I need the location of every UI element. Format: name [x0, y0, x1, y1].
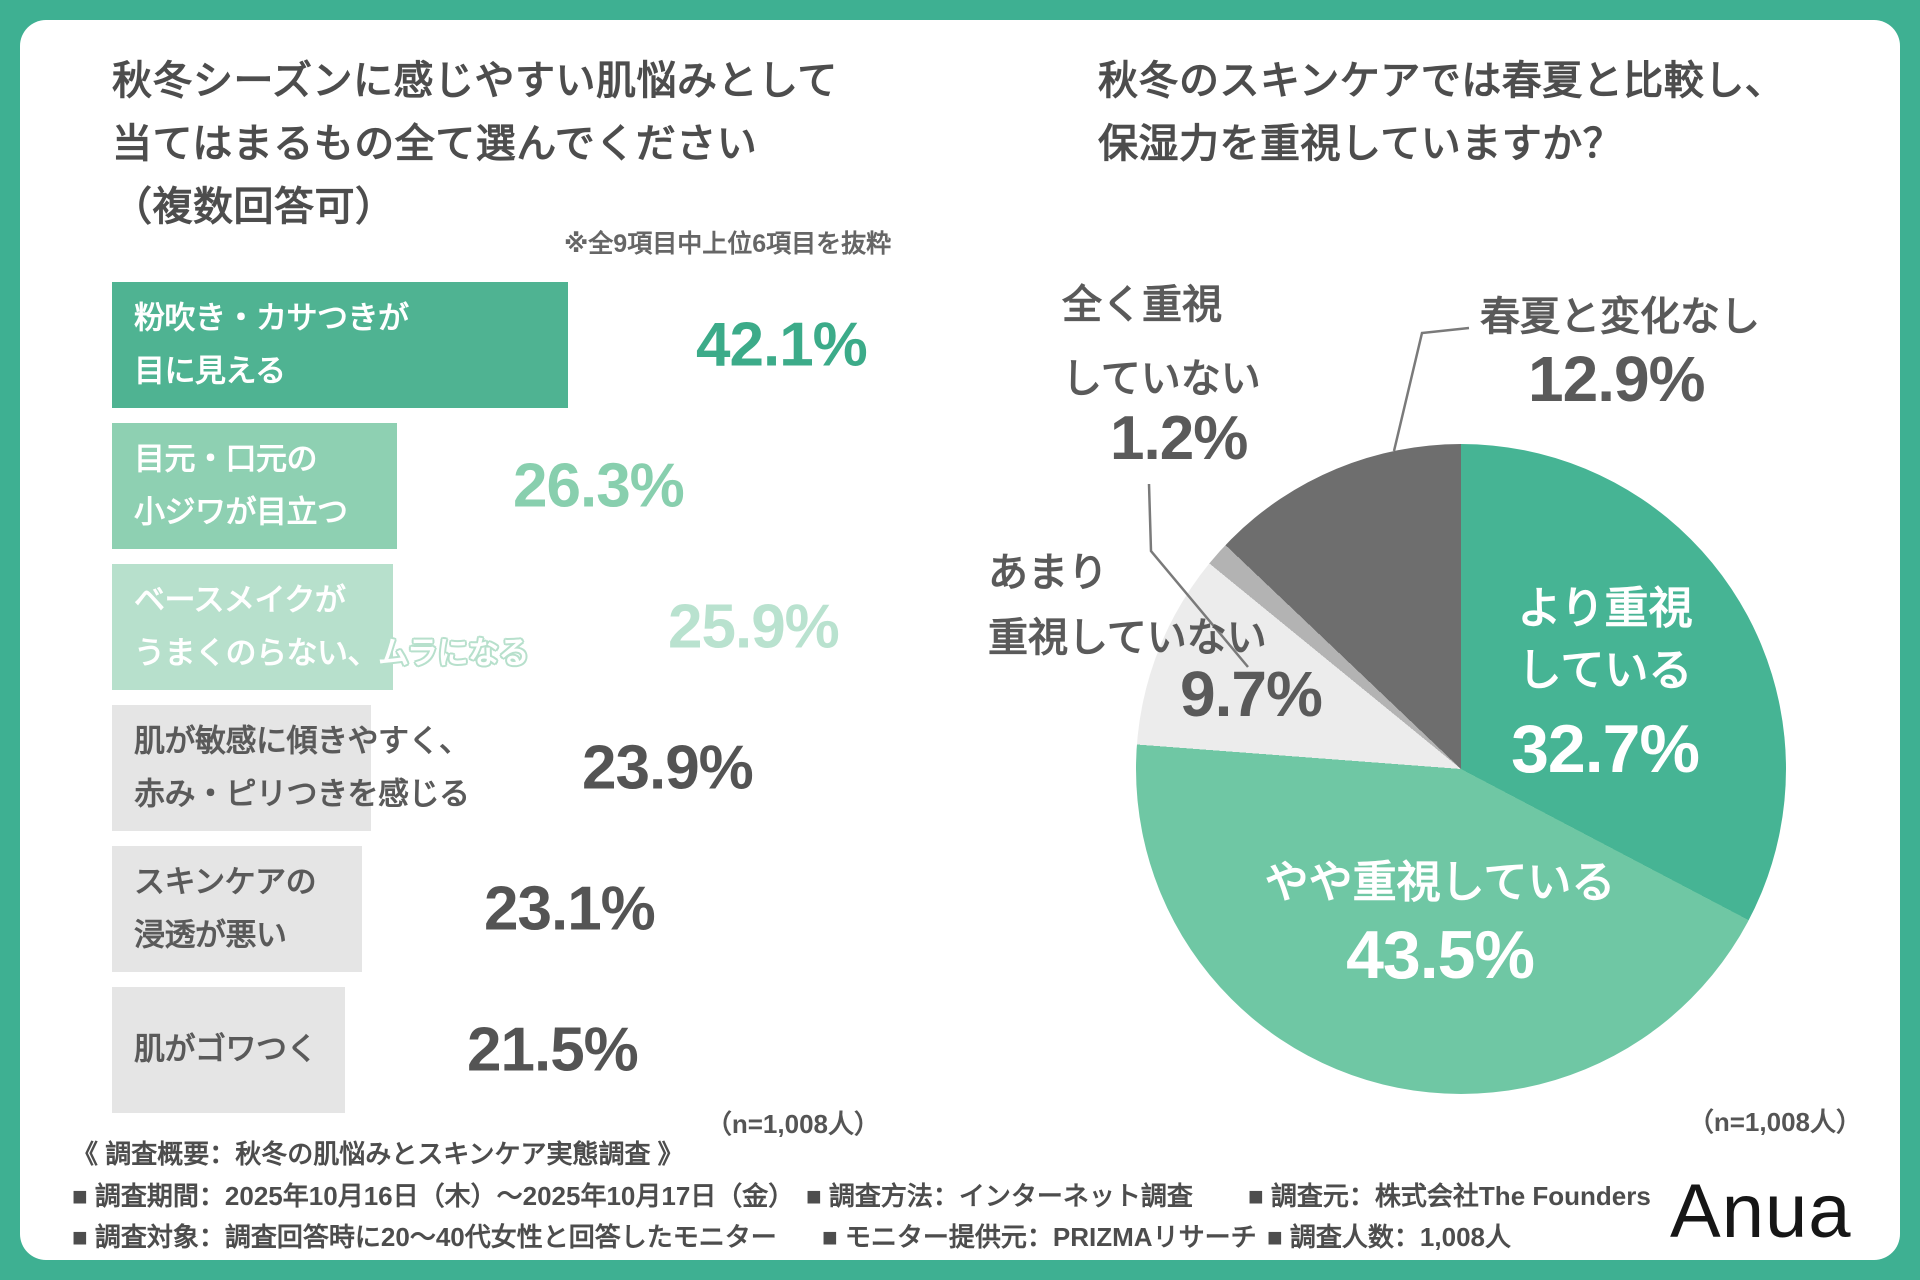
- bar-3-label: ベースメイクが うまくのらない、ムラになる: [134, 574, 529, 679]
- left-title-line1: 秋冬シーズンに感じやすい肌悩みとして: [112, 59, 838, 103]
- survey-overview-col2: ■ 調査方法：インターネット調査 ■ モニター提供元：PRIZMAリサーチ: [806, 1176, 1257, 1258]
- bar-row-6: 肌がゴワつく 21.5%: [112, 987, 1032, 1113]
- bar-2-label-line1: 目元・口元の: [134, 441, 317, 477]
- bar-1-label-line1: 粉吹き・カサつきが: [134, 300, 409, 336]
- bar-2-value: 26.3%: [513, 451, 685, 521]
- bar-row-4: 肌が敏感に傾きやすく、 赤み・ピリつきを感じる 23.9%: [112, 705, 1032, 831]
- callout-none-line1: 全く重視: [1062, 283, 1222, 327]
- bar-row-1: 粉吹き・カサつきが 目に見える 42.1%: [112, 282, 1032, 408]
- survey-overview-col3: ■ 調査元：株式会社The Founders ■ 調査人数：1,008人: [1248, 1176, 1651, 1258]
- pie-label-somewhat: やや重視している 43.5%: [1180, 852, 1700, 993]
- bar-row-5: スキンケアの 浸透が悪い 23.1%: [112, 846, 1032, 972]
- bar-4-value: 23.9%: [582, 733, 754, 803]
- survey-overview-header: 《 調査概要：秋冬の肌悩みとスキンケア実態調査 》: [72, 1139, 684, 1169]
- bar-5-label-line2: 浸透が悪い: [134, 917, 287, 952]
- survey-target: ■ 調査対象：調査回答時に20〜40代女性と回答したモニター: [72, 1222, 777, 1252]
- survey-method: ■ 調査方法：インターネット調査: [806, 1181, 1193, 1211]
- callout-none-value: 1.2%: [1110, 404, 1248, 473]
- left-title-line3: （複数回答可）: [112, 185, 396, 229]
- pie-label-somewhat-value: 43.5%: [1346, 917, 1535, 993]
- left-title-line2: 当てはまるもの全て選んでください: [112, 122, 758, 166]
- bar-5-label-line1: スキンケアの: [134, 864, 317, 900]
- sample-size-left: （n=1,008人）: [705, 1109, 880, 1139]
- survey-period: ■ 調査期間：2025年10月16日（木）〜2025年10月17日（金）: [72, 1181, 795, 1211]
- survey-monitor-provider: ■ モニター提供元：PRIZMAリサーチ: [822, 1222, 1257, 1252]
- pie-label-more-line1: より重視: [1517, 584, 1693, 633]
- pie-chart-title: 秋冬のスキンケアでは春夏と比較し、 保湿力を重視していますか？: [1098, 50, 1785, 176]
- callout-none-line2: していない: [1062, 357, 1261, 401]
- bar-5: [112, 846, 362, 972]
- bar-6-label-line1: 肌がゴワつく: [134, 1031, 318, 1067]
- bar-2-label-line2: 小ジワが目立つ: [134, 494, 348, 529]
- bar-4-label-line1: 肌が敏感に傾きやすく、: [134, 723, 470, 759]
- pie-label-more-value: 32.7%: [1511, 711, 1700, 787]
- excerpt-note: ※全9項目中上位6項目を抜粋: [564, 230, 892, 258]
- bar-4-label-line2: 赤み・ピリつきを感じる: [134, 776, 470, 811]
- sample-size-right: （n=1,008人）: [1687, 1107, 1862, 1137]
- pie-label-more: より重視 している 32.7%: [1430, 578, 1780, 787]
- callout-not-much-value: 9.7%: [1180, 658, 1323, 730]
- bar-6-label: 肌がゴワつく: [134, 1024, 318, 1077]
- survey-respondents: ■ 調査人数：1,008人: [1267, 1222, 1511, 1252]
- survey-source: ■ 調査元：株式会社The Founders: [1248, 1181, 1651, 1211]
- callout-no-change-label: 春夏と変化なし: [1480, 295, 1760, 339]
- bar-4: [112, 705, 371, 831]
- bar-2: [112, 423, 397, 549]
- bar-1-value: 42.1%: [696, 310, 868, 380]
- bar-1-label: 粉吹き・カサつきが 目に見える: [134, 292, 409, 397]
- bar-3-label-line1: ベースメイクが: [134, 582, 346, 618]
- bar-row-3: ベースメイクが うまくのらない、ムラになる 25.9%: [112, 564, 1032, 690]
- bar-1: [112, 282, 568, 408]
- bar-4-label: 肌が敏感に傾きやすく、 赤み・ピリつきを感じる: [134, 715, 470, 820]
- bar-2-label: 目元・口元の 小ジワが目立つ: [134, 433, 348, 538]
- bar-3: [112, 564, 393, 690]
- bar-row-2: 目元・口元の 小ジワが目立つ 26.3%: [112, 423, 1032, 549]
- anua-logo: Anua: [1670, 1169, 1852, 1254]
- right-title-line2: 保湿力を重視していますか？: [1098, 122, 1624, 166]
- bar-6-value: 21.5%: [467, 1015, 639, 1085]
- bar-6: [112, 987, 345, 1113]
- left-chart-title: 秋冬シーズンに感じやすい肌悩みとして 当てはまるもの全て選んでください （複数回…: [112, 50, 838, 239]
- callout-not-much-line1: あまり: [988, 551, 1108, 595]
- callout-no-change-value: 12.9%: [1528, 343, 1705, 415]
- bar-3-value: 25.9%: [668, 592, 840, 662]
- right-title-line1: 秋冬のスキンケアでは春夏と比較し、: [1098, 59, 1786, 103]
- survey-overview-col1: ■ 調査期間：2025年10月16日（木）〜2025年10月17日（金） ■ 調…: [72, 1176, 794, 1258]
- bar-3-label-line2: うまくのらない、ムラになる: [134, 635, 529, 670]
- callout-not-much-line2: 重視していない: [988, 616, 1267, 660]
- bar-5-value: 23.1%: [484, 874, 656, 944]
- pie-label-somewhat-line: やや重視している: [1264, 858, 1616, 907]
- pie-label-more-line2: している: [1517, 646, 1693, 695]
- bar-1-label-line2: 目に見える: [134, 353, 286, 388]
- bar-5-label: スキンケアの 浸透が悪い: [134, 856, 317, 961]
